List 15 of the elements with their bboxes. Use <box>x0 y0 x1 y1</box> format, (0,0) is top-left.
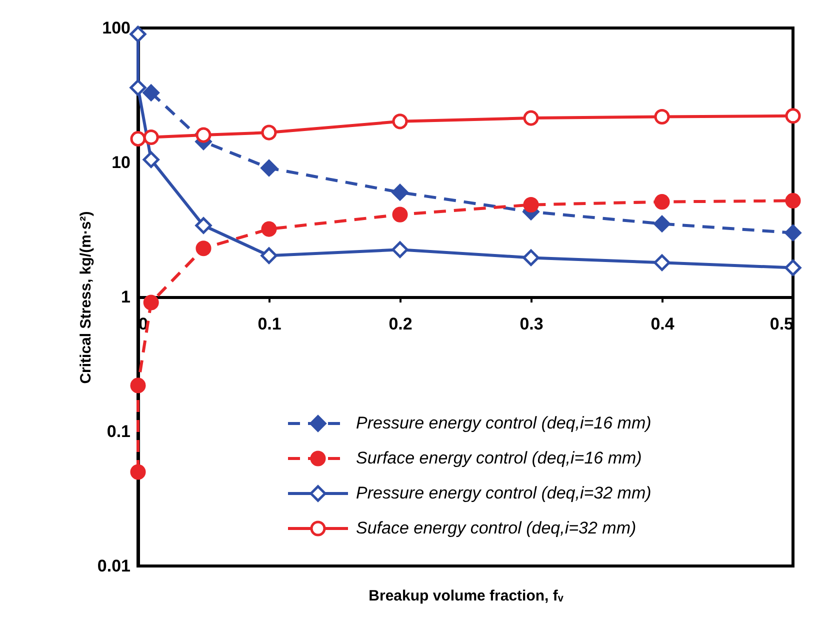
y-tick-label: 100 <box>102 18 130 38</box>
legend-label: Pressure energy control (deq,i=16 mm) <box>356 414 652 432</box>
x-tick-label: 0.3 <box>520 314 544 334</box>
y-tick-label: 1 <box>121 288 130 306</box>
y-tick-label: 0.01 <box>97 556 130 576</box>
y-tick-label: 10 <box>112 153 130 172</box>
y-tick-label: 0.1 <box>106 422 130 441</box>
legend-label: Suface energy control (deq,i=32 mm) <box>356 518 636 538</box>
x-tick-label: 0.4 <box>650 314 675 334</box>
x-tick-label: 0.1 <box>258 314 282 334</box>
legend-label: Surface energy control (deq,i=16 mm) <box>356 448 642 468</box>
legend-label: Pressure energy control (deq,i=32 mm) <box>356 484 652 502</box>
x-tick-label: 0.2 <box>388 314 412 334</box>
x-axis-title: Breakup volume fraction, fᵥ <box>368 588 564 604</box>
y-axis-title: Critical Stress, kg/(m·s²) <box>77 211 94 384</box>
